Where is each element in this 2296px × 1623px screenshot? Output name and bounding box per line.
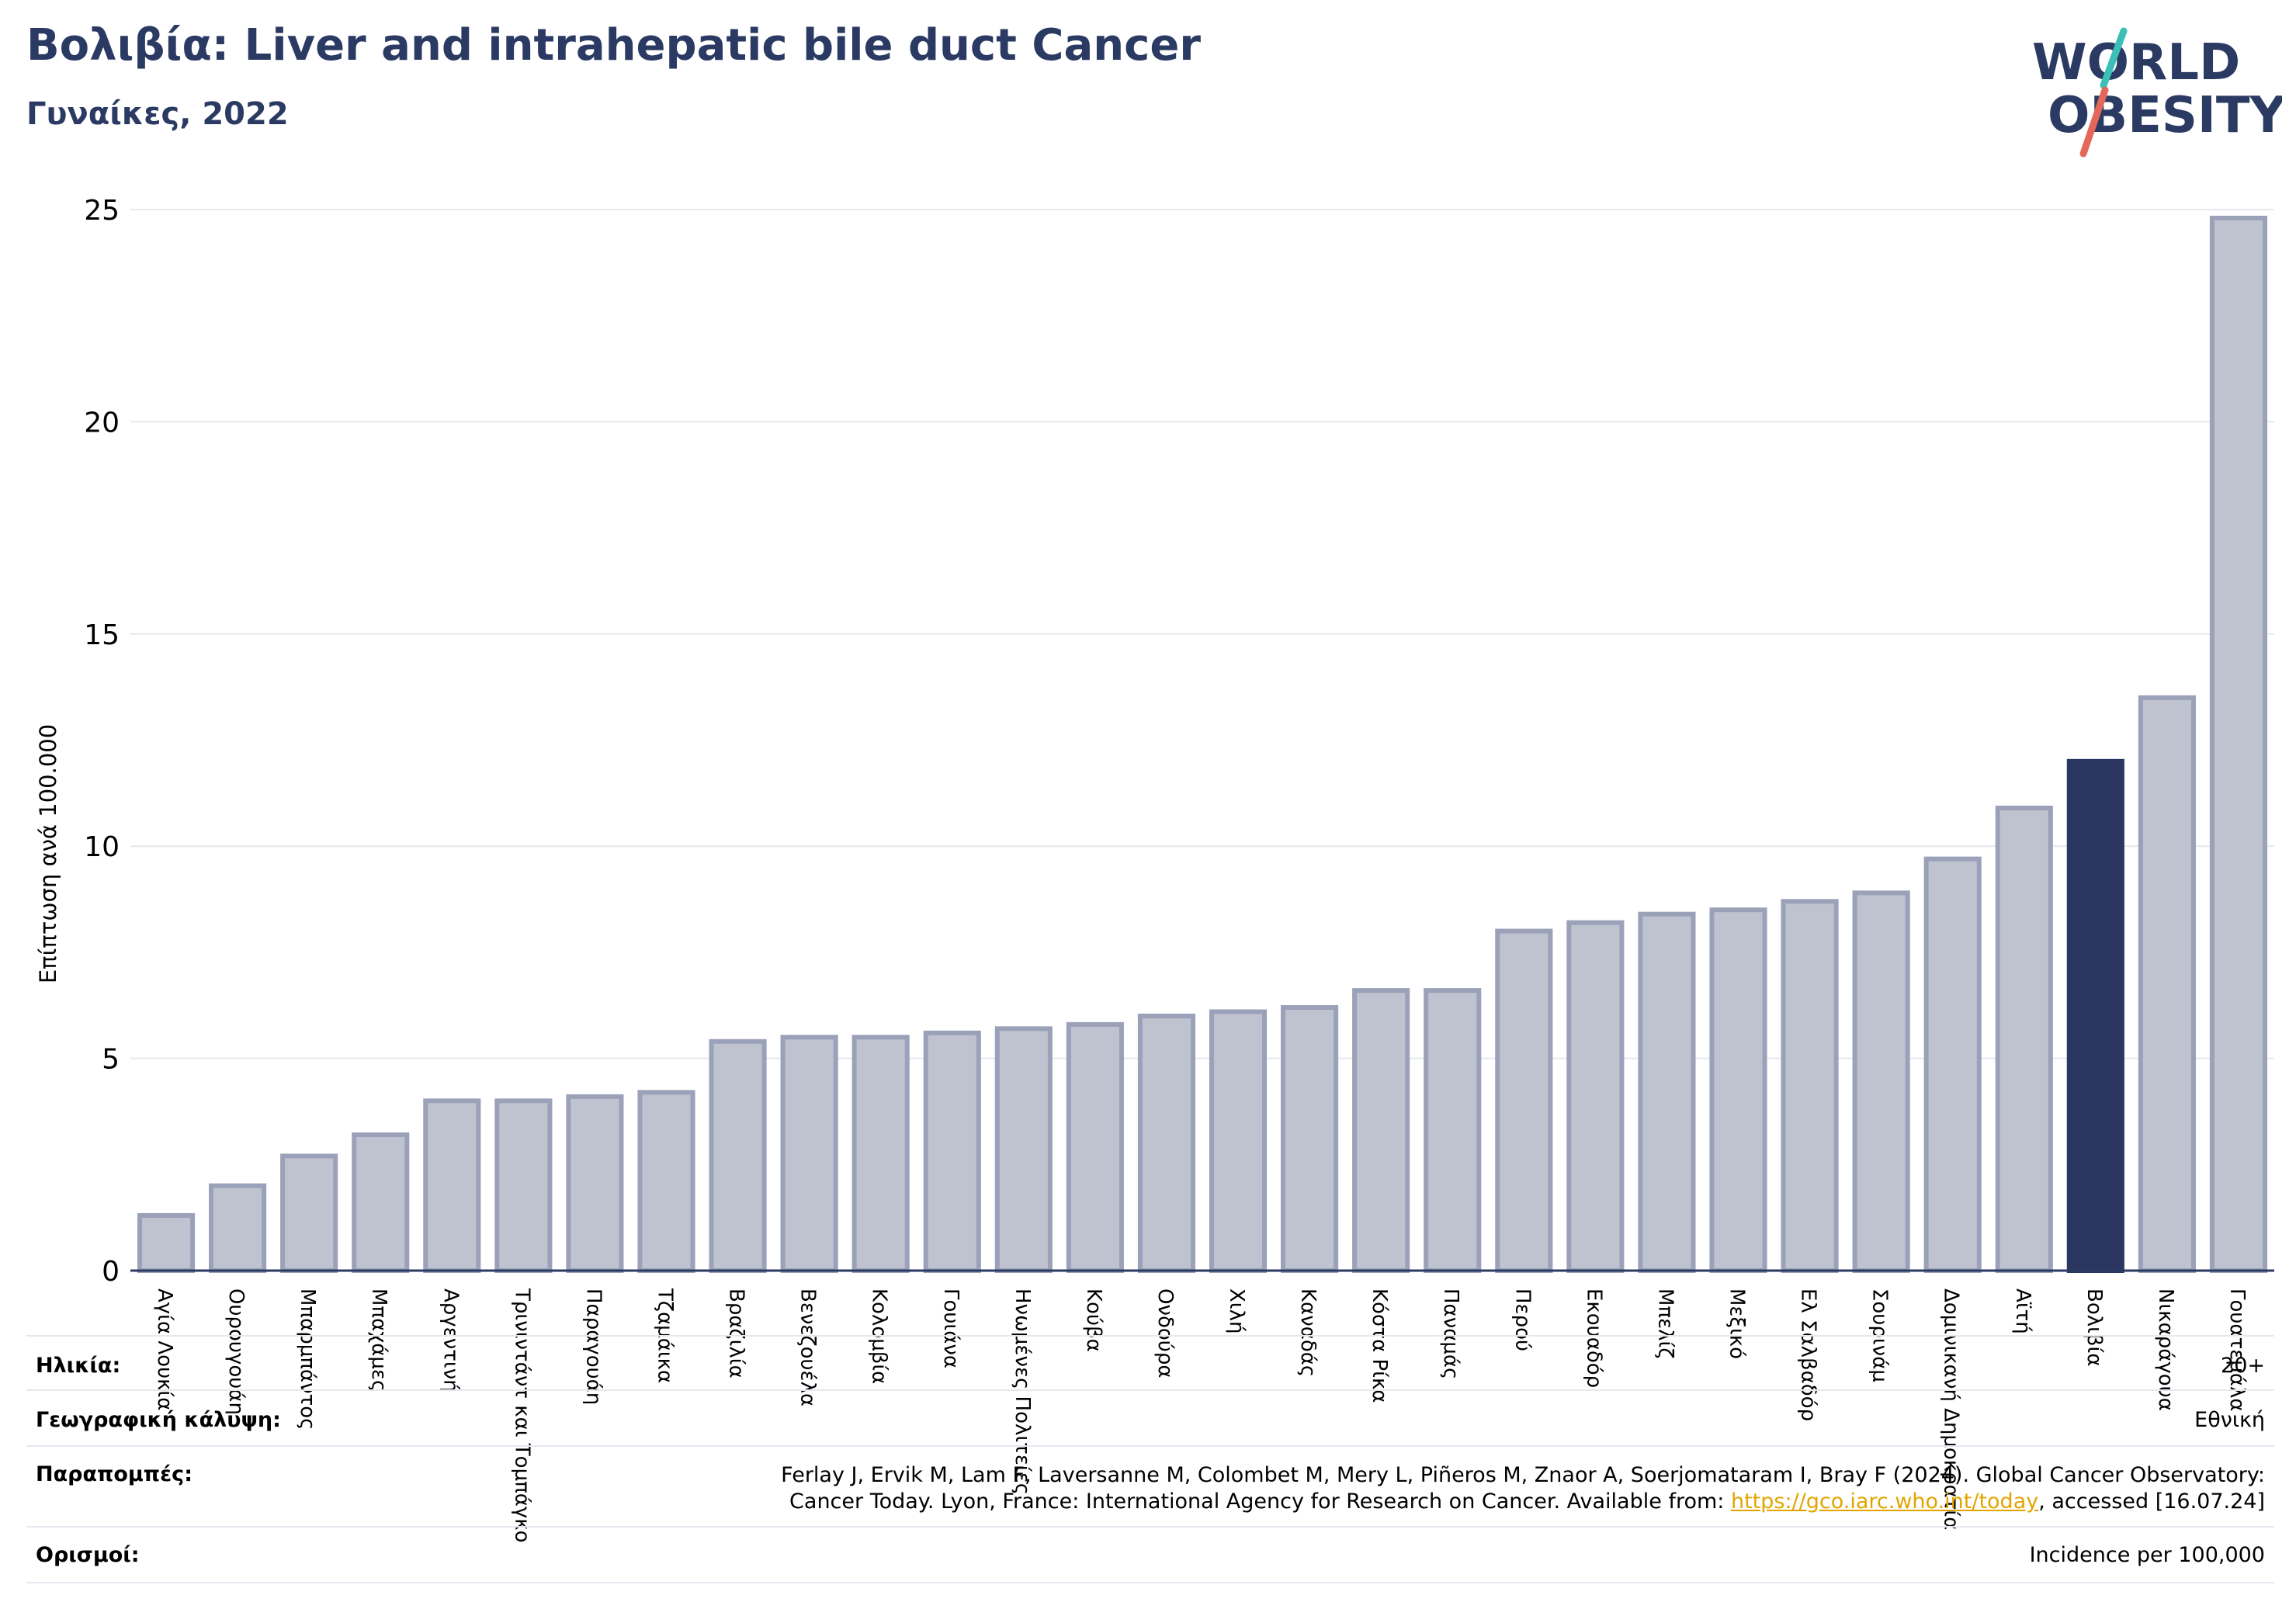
x-tick-label: Ηνωμένες Πολιτείες	[1011, 1288, 1034, 1495]
y-tick-label: 15	[84, 619, 120, 651]
bar	[637, 1090, 695, 1273]
x-tick-label: Χιλή	[1225, 1288, 1248, 1333]
y-tick-label: 0	[102, 1256, 120, 1288]
y-tick-labels: 0 5 10 15 20 25	[84, 195, 120, 1288]
x-tick-label: Γουιάνα	[939, 1288, 962, 1368]
bars	[137, 215, 2268, 1274]
bar	[209, 1183, 267, 1274]
meta-refs-line2-pre: Cancer Today. Lyon, France: Internationa…	[789, 1489, 1731, 1514]
bar	[1852, 890, 1910, 1274]
meta-refs-label: Παραπομπές:	[36, 1462, 192, 1486]
x-tick-label: Εκουαδόρ	[1582, 1288, 1605, 1388]
bar	[2138, 695, 2196, 1273]
meta-defs-value: Incidence per 100,000	[2029, 1543, 2265, 1567]
meta-divider	[26, 1582, 2274, 1583]
chart-subtitle: Γυναίκες, 2022	[26, 96, 289, 132]
bar	[1352, 988, 1410, 1274]
x-tick-label: Βολιβία	[2083, 1288, 2106, 1366]
x-tick-label: Ονδούρα	[1153, 1288, 1177, 1379]
x-tick-label: Βραζιλία	[725, 1288, 748, 1379]
logo-slash-bottom	[2079, 86, 2109, 158]
bar	[1781, 899, 1839, 1274]
bar	[280, 1153, 338, 1274]
bar	[1638, 911, 1696, 1273]
x-tick-label: Νικαράγουα	[2154, 1288, 2177, 1411]
y-tick-label: 25	[84, 195, 120, 227]
x-tick-label: Μεξικό	[1725, 1288, 1749, 1359]
bar	[1566, 920, 1625, 1274]
meta-defs-label: Ορισμοί:	[36, 1543, 140, 1567]
bar	[566, 1094, 624, 1274]
x-tick-label: Αγία Λουκία	[153, 1288, 176, 1410]
x-tick-label: Τρινιντάντ και Τομπάγκο	[510, 1288, 533, 1543]
meta-coverage-value: Εθνική	[2194, 1408, 2265, 1432]
bar	[1923, 856, 1982, 1273]
bar	[1137, 1013, 1196, 1274]
meta-refs-link[interactable]: https://gco.iarc.who.int/today	[1730, 1489, 2039, 1514]
x-tick-label: Κόστα Ρίκα	[1368, 1288, 1391, 1403]
meta-age-value: 20+	[2221, 1354, 2265, 1378]
x-tick-label: Δομινικανή Δημοκρατία	[1940, 1288, 1963, 1530]
bar	[423, 1098, 481, 1274]
bar	[1281, 1004, 1339, 1273]
meta-divider	[26, 1526, 2274, 1528]
meta-divider	[26, 1335, 2274, 1337]
bar	[1995, 805, 2053, 1274]
bar	[1066, 1021, 1124, 1273]
meta-coverage-label: Γεωγραφική κάλυψη:	[36, 1408, 281, 1432]
chart-title: Βολιβία: Liver and intrahepatic bile duc…	[26, 20, 1201, 71]
x-tick-label: Καναδάς	[1296, 1288, 1320, 1377]
x-tick-label: Μπαχάμες	[367, 1288, 390, 1392]
x-tick-label: Βενεζουέλα	[796, 1288, 820, 1406]
x-tick-label: Ουρουγουάη	[224, 1288, 248, 1415]
y-tick-label: 20	[84, 407, 120, 439]
x-tick-label: Αϊτή	[2011, 1288, 2034, 1334]
y-axis-label: Επίπτωση ανά 100.000	[35, 724, 61, 983]
grid-lines	[130, 209, 2274, 1059]
x-tick-label: Αργεντινή	[439, 1288, 462, 1392]
logo-word-world: WORLD	[2032, 34, 2240, 92]
meta-age-label: Ηλικία:	[36, 1354, 121, 1378]
x-tick-label: Ελ Σαλβαδόρ	[1797, 1288, 1820, 1421]
meta-refs-line2-post: , accessed [16.07.24]	[2038, 1489, 2265, 1514]
bar	[709, 1039, 767, 1274]
bar	[851, 1035, 910, 1273]
bar	[994, 1026, 1053, 1273]
bar	[2209, 215, 2268, 1273]
bar	[494, 1098, 553, 1274]
bar	[1495, 928, 1553, 1274]
bar	[137, 1212, 196, 1274]
x-tick-label: Μπαρμπάντος	[296, 1288, 319, 1430]
y-tick-label: 10	[84, 831, 120, 863]
logo-slash-top	[2100, 27, 2128, 89]
bar	[780, 1035, 838, 1273]
bar	[1709, 907, 1767, 1273]
bar	[1209, 1009, 1268, 1274]
bar	[352, 1132, 410, 1274]
meta-refs-line1: Ferlay J, Ervik M, Lam F, Laversanne M, …	[781, 1463, 2265, 1487]
meta-divider	[26, 1445, 2274, 1447]
x-tick-label: Παραγουάη	[581, 1288, 605, 1405]
x-tick-label: Μπελίζ	[1653, 1288, 1677, 1358]
y-tick-label: 5	[102, 1044, 120, 1076]
meta-refs-text: Ferlay J, Ervik M, Lam F, Laversanne M, …	[480, 1462, 2265, 1515]
bar	[1424, 988, 1482, 1274]
x-tick-label: Κούβα	[1082, 1288, 1105, 1352]
meta-divider	[26, 1389, 2274, 1391]
bar	[923, 1030, 981, 1273]
x-tick-label: Περού	[1510, 1288, 1534, 1351]
x-tick-label: Γουατεμάλα	[2225, 1288, 2249, 1412]
world-obesity-logo: WORLD OBESITY	[2032, 27, 2282, 158]
bar	[2066, 758, 2124, 1273]
meta-refs-line2: Cancer Today. Lyon, France: Internationa…	[480, 1489, 2265, 1515]
x-tick-label: Παναμάς	[1439, 1288, 1462, 1379]
